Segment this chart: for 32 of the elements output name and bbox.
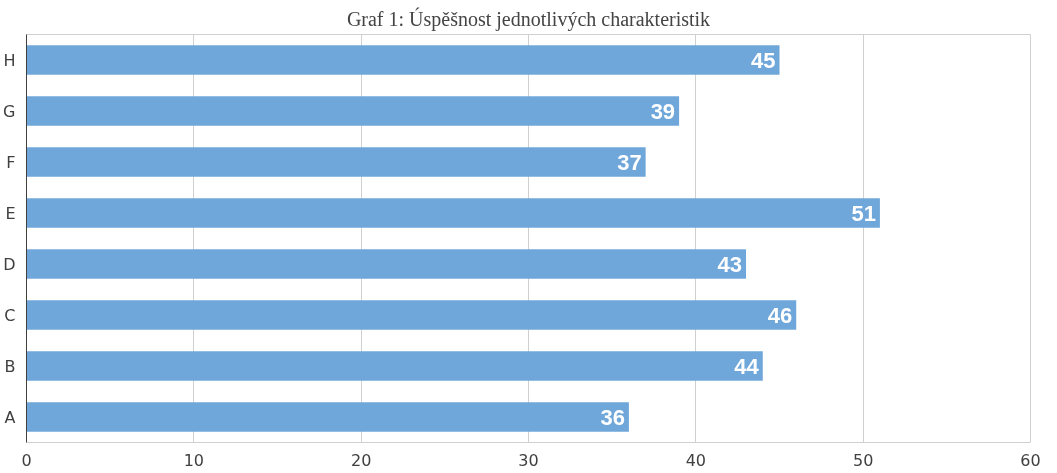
y-tick-label: H <box>3 50 16 70</box>
y-tick-label: A <box>4 407 16 427</box>
data-label: 37 <box>617 149 642 175</box>
data-label: 43 <box>717 251 743 277</box>
y-tick-label: C <box>4 305 16 325</box>
data-label: 51 <box>851 200 876 226</box>
chart-title: Graf 1: Úspěšnost jednotlivých charakteristik <box>346 6 711 31</box>
data-label: 36 <box>600 404 625 430</box>
bar <box>26 300 797 330</box>
x-tick-label: 30 <box>518 450 539 470</box>
y-tick-label: G <box>3 101 16 121</box>
data-label: 45 <box>751 47 776 73</box>
x-tick-label: 0 <box>21 450 32 470</box>
data-label: 46 <box>767 302 793 328</box>
data-label: 44 <box>734 353 760 379</box>
bar <box>26 249 747 279</box>
x-tick-label: 40 <box>685 450 707 470</box>
y-tick-label: E <box>5 203 16 223</box>
bar <box>26 402 629 432</box>
y-tick-label: B <box>4 356 16 376</box>
bar <box>26 96 680 126</box>
x-tick-label: 20 <box>350 450 372 470</box>
bar <box>26 198 880 228</box>
y-tick-label: F <box>6 152 16 172</box>
x-tick-label: 50 <box>852 450 874 470</box>
bar <box>26 45 780 75</box>
bar <box>26 147 646 177</box>
x-tick-label: 60 <box>1020 450 1041 470</box>
bar <box>26 351 763 381</box>
y-tick-label: D <box>3 254 16 274</box>
data-label: 39 <box>650 98 676 124</box>
x-tick-label: 10 <box>183 450 205 470</box>
